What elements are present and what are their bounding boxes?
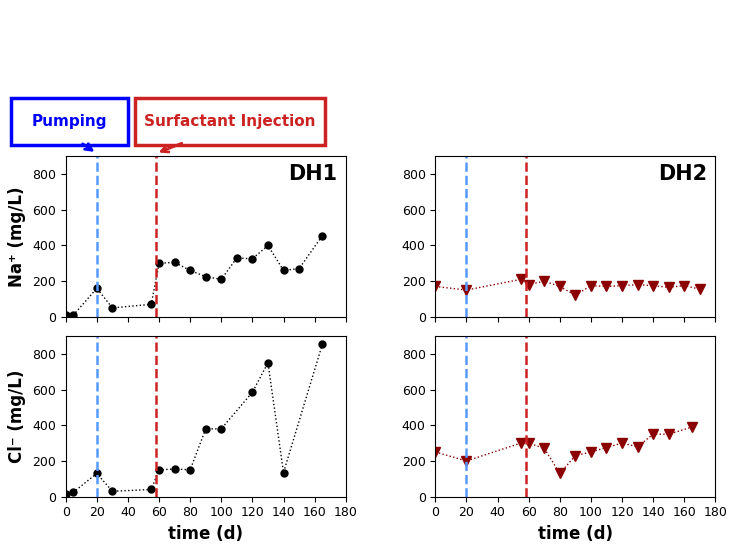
Text: DH1: DH1 [288,164,337,184]
Text: Pumping: Pumping [31,114,107,129]
Text: Surfactant Injection: Surfactant Injection [145,114,315,129]
X-axis label: time (d): time (d) [538,525,613,543]
X-axis label: time (d): time (d) [168,525,243,543]
Y-axis label: Cl⁻ (mg/L): Cl⁻ (mg/L) [9,369,26,463]
Y-axis label: Na⁺ (mg/L): Na⁺ (mg/L) [9,186,26,287]
Text: DH2: DH2 [658,164,707,184]
